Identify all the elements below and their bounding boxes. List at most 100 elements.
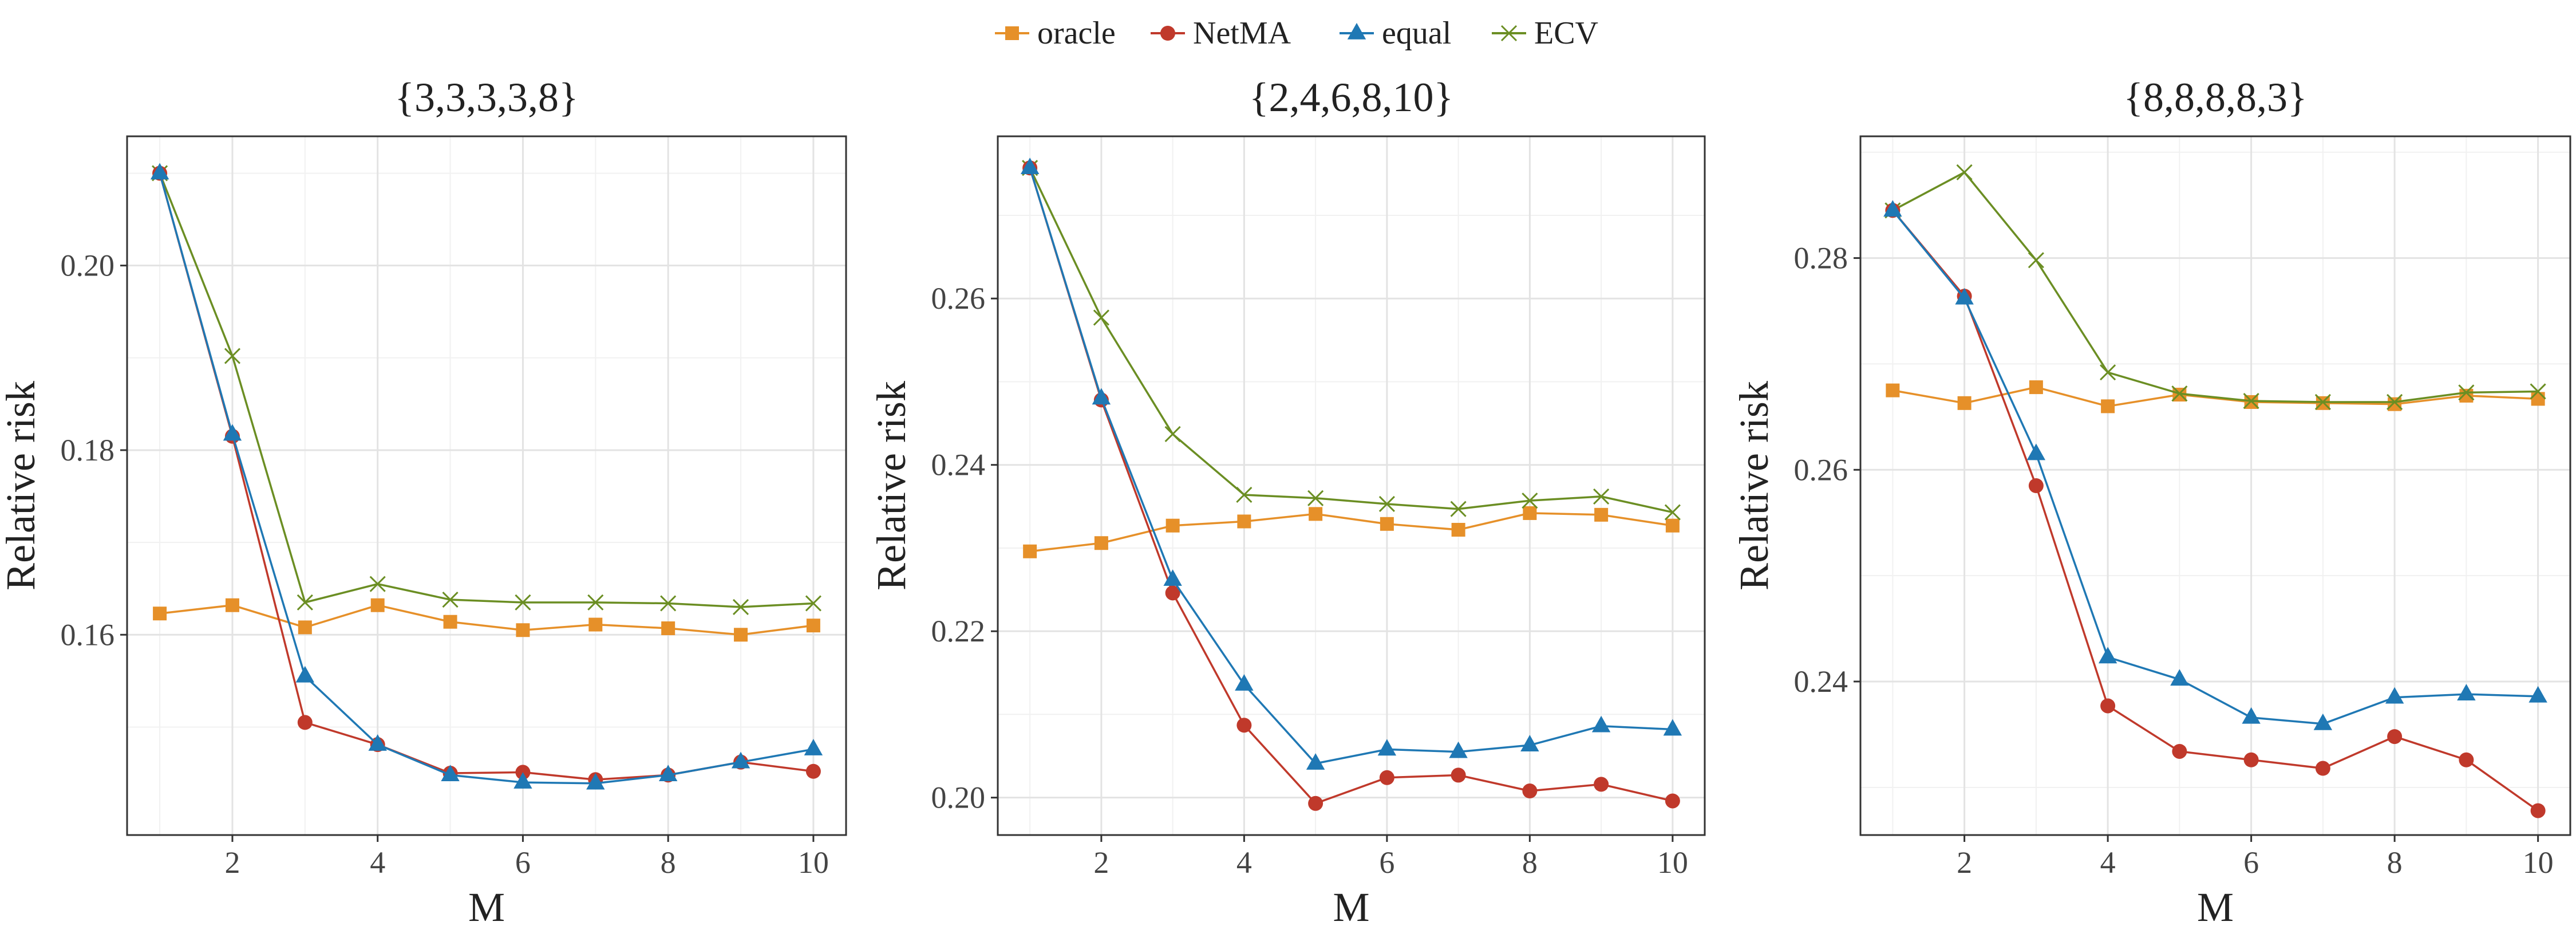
plot-area [1860, 136, 2570, 835]
series-oracle [1023, 506, 1680, 558]
series-equal [150, 163, 823, 790]
data-point-ecv [515, 594, 531, 611]
plot-border [1859, 135, 2571, 836]
legend-item-ecv: ECV [1492, 15, 1598, 51]
data-point-oracle [2531, 392, 2545, 406]
data-point-equal [2170, 669, 2189, 686]
legend: oracle NetMA equal ECV [995, 15, 1598, 51]
x-tick-label: 6 [515, 845, 531, 880]
data-point-equal [1235, 674, 1254, 691]
data-point-ecv [2100, 364, 2116, 381]
data-point-oracle [2101, 399, 2115, 414]
data-point-ecv-stroke-b [442, 591, 459, 608]
x-tick-label: 8 [2387, 845, 2403, 880]
series-line-oracle [1029, 512, 1673, 553]
x-tick-label: 2 [1957, 845, 1972, 880]
data-point-netma [2530, 803, 2546, 818]
series-oracle [153, 598, 820, 642]
data-point-netma [2387, 729, 2403, 745]
x-axis-label: M [2197, 884, 2234, 930]
x-tick-label: 2 [1093, 845, 1109, 880]
data-point-ecv-stroke-b [369, 576, 386, 592]
data-point-equal [2026, 443, 2046, 460]
data-point-oracle [1237, 514, 1251, 529]
data-point-ecv-stroke-b [660, 595, 677, 612]
data-point-ecv [1522, 493, 1538, 509]
x-tick-label: 4 [370, 845, 385, 880]
chart-panel-1: 2 4 6 8 10 0.16 0.18 0.20 {3,3,3,3,8} M Relative r… [0, 74, 847, 930]
data-point-ecv [805, 595, 821, 612]
data-point-netma [2459, 752, 2474, 767]
data-point-oracle [370, 598, 385, 612]
data-point-equal [295, 666, 315, 683]
series-line-equal [1892, 210, 2538, 725]
plot-area [127, 136, 846, 835]
data-point-ecv [1450, 501, 1467, 517]
y-axis-label: Relative risk [1731, 381, 1777, 590]
x-tick-label: 2 [224, 845, 240, 880]
data-point-ecv [224, 348, 241, 364]
legend-item-netma: NetMA [1151, 15, 1291, 51]
data-point-ecv-stroke-b [1236, 486, 1253, 503]
legend-marker-netma [1160, 26, 1175, 41]
data-point-oracle [225, 598, 239, 612]
series-oracle [1886, 380, 2545, 414]
data-point-ecv-stroke-b [1450, 501, 1467, 517]
data-point-equal [1883, 200, 1902, 217]
data-point-ecv [732, 598, 749, 615]
legend-marker-ecv [1500, 25, 1518, 42]
data-point-oracle [1023, 544, 1037, 558]
series-equal [1020, 158, 1682, 770]
data-point-ecv-stroke-b [224, 348, 241, 364]
data-point-equal [2385, 687, 2404, 704]
x-tick-label: 10 [2523, 845, 2554, 880]
data-point-netma [1665, 793, 1680, 809]
data-point-oracle [1886, 383, 1900, 397]
data-point-ecv [2243, 393, 2259, 410]
data-point-netma [2100, 698, 2116, 714]
data-point-netma [1451, 767, 1466, 783]
data-point-ecv [2314, 393, 2331, 411]
data-point-ecv-stroke-b [732, 598, 749, 615]
data-point-netma [2172, 743, 2187, 759]
data-point-oracle [1165, 518, 1180, 533]
series-equal [1883, 200, 2547, 730]
data-point-equal [1020, 158, 1040, 174]
series-line-ecv [1892, 171, 2538, 403]
series-line-ecv [159, 172, 813, 608]
x-tick-label: 4 [1236, 845, 1252, 880]
data-point-oracle [588, 617, 603, 632]
data-point-equal [2457, 684, 2476, 700]
data-point-oracle [2459, 388, 2474, 403]
data-point-netma [1594, 777, 1609, 792]
data-point-ecv-stroke-b [297, 594, 313, 611]
y-tick-label: 0.24 [1794, 664, 1848, 699]
data-point-ecv [1093, 309, 1109, 326]
data-point-oracle [1957, 396, 1971, 410]
y-tick-label: 0.26 [1794, 452, 1848, 487]
data-point-oracle [1380, 517, 1394, 531]
series-line-oracle [1893, 386, 2538, 408]
data-point-ecv-stroke-b [1307, 490, 1324, 506]
data-point-oracle [1094, 536, 1108, 550]
y-tick-label: 0.18 [61, 433, 115, 467]
data-point-ecv-stroke-b [1593, 488, 1610, 505]
data-point-equal [1520, 735, 1539, 751]
y-axis-label: Relative risk [868, 381, 914, 590]
data-point-oracle [1665, 518, 1680, 533]
data-point-ecv-stroke-b [587, 594, 604, 611]
data-point-equal [2242, 707, 2261, 724]
data-point-equal [1663, 719, 1682, 736]
data-point-netma [805, 763, 821, 779]
series-line-netma [1029, 167, 1673, 805]
data-point-ecv-stroke-b [1664, 504, 1681, 521]
legend-item-equal: equal [1340, 15, 1451, 51]
y-tick-label: 0.16 [61, 617, 115, 652]
y-tick-label: 0.20 [61, 249, 115, 283]
x-tick-label: 6 [1379, 845, 1394, 880]
data-point-equal [1092, 388, 1111, 405]
data-point-ecv-stroke-b [805, 595, 821, 612]
x-tick-label: 10 [798, 845, 829, 880]
data-point-oracle [734, 628, 748, 642]
